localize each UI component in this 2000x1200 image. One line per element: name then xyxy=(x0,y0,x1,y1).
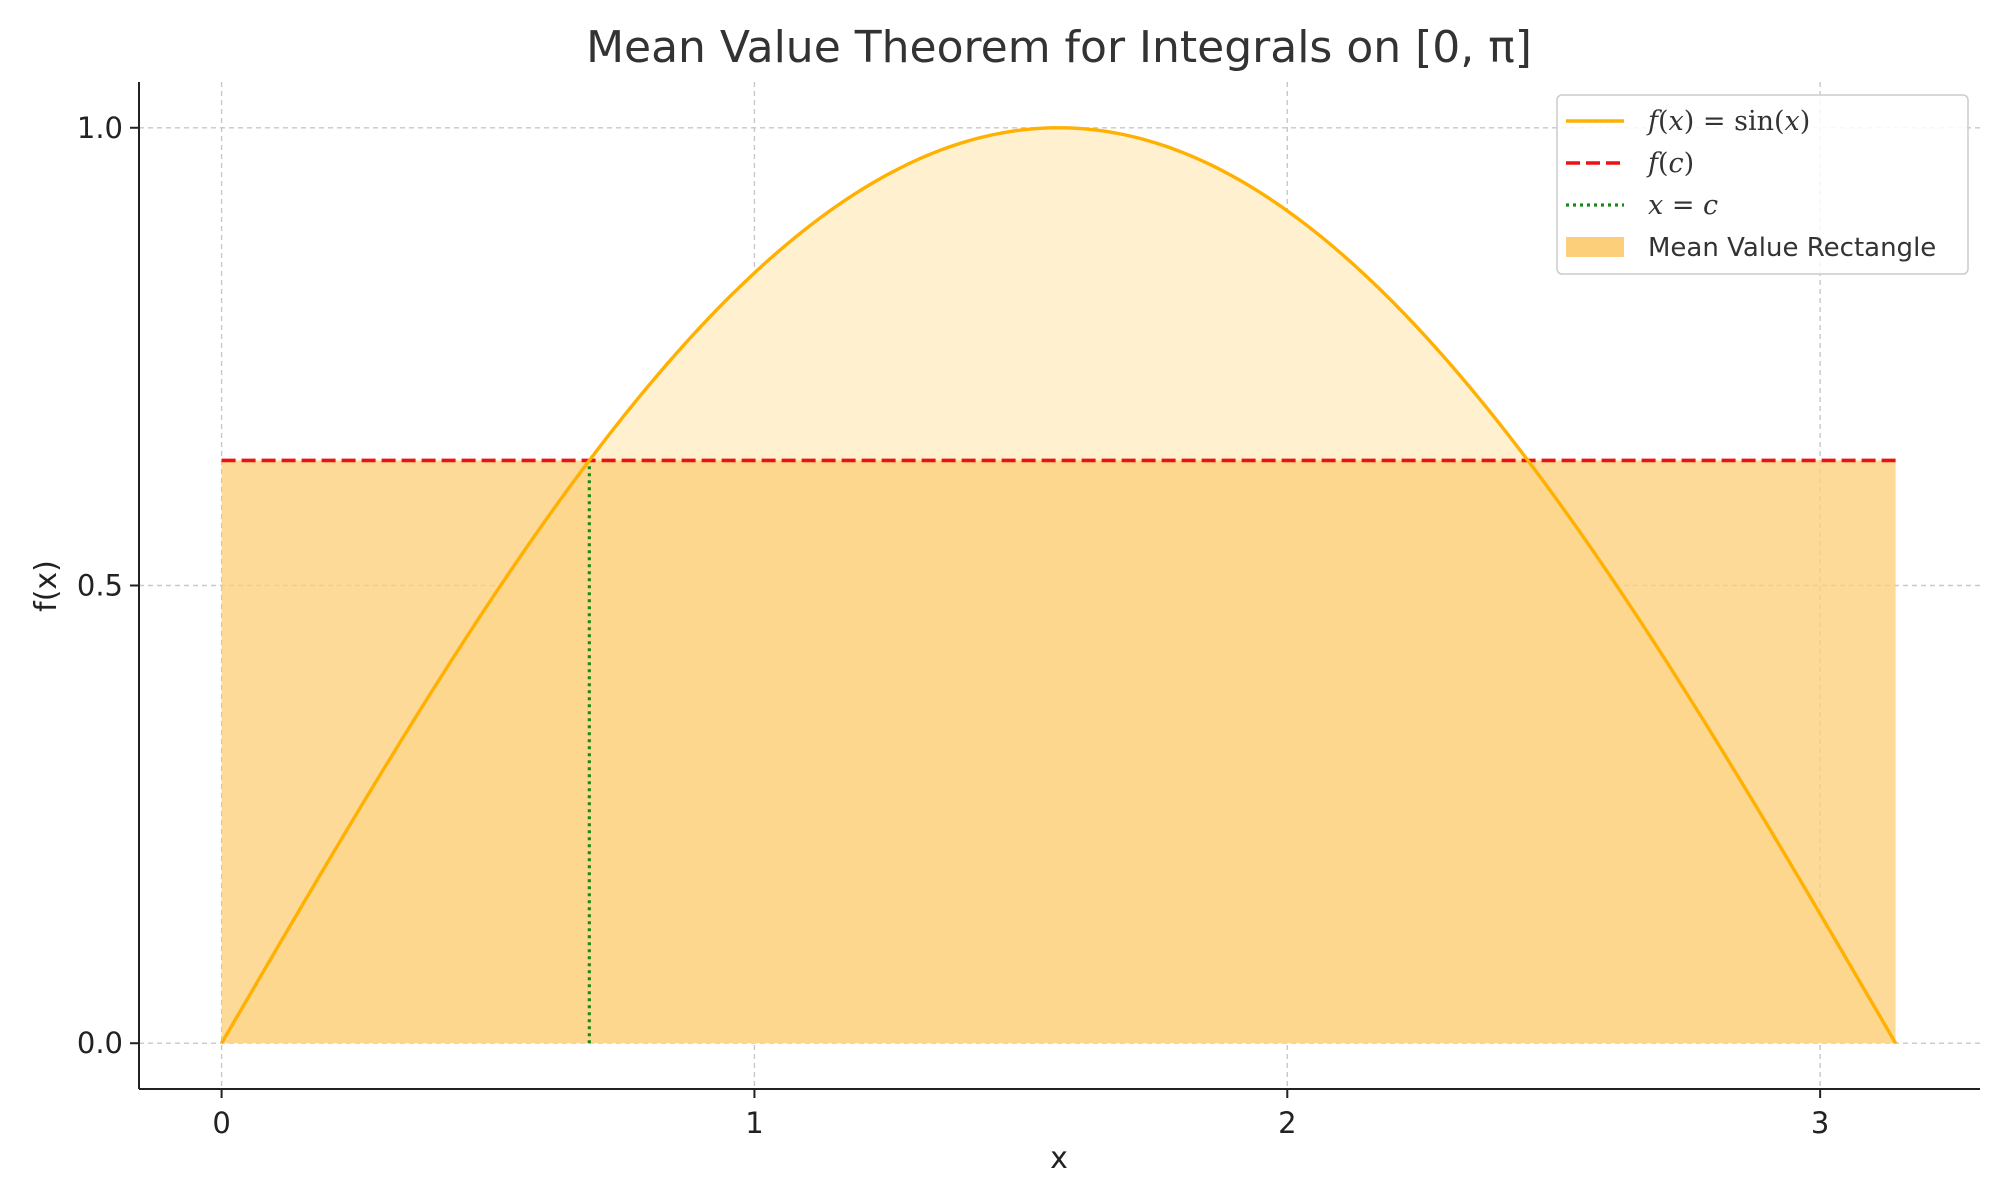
x-tick-label: 0 xyxy=(212,1106,230,1140)
plot-area xyxy=(139,82,1980,1089)
x-tick-label: 3 xyxy=(1811,1106,1829,1140)
x-axis-label: x xyxy=(1050,1141,1068,1176)
y-tick-label: 0.0 xyxy=(77,1026,123,1060)
x-tick-label: 2 xyxy=(1278,1106,1296,1140)
legend-label: f(x) = sin(x) xyxy=(1646,106,1810,137)
y-tick-label: 1.0 xyxy=(77,111,123,145)
x-tick-label: 1 xyxy=(745,1106,763,1140)
legend-label: Mean Value Rectangle xyxy=(1648,233,1936,263)
legend-label: f(c) xyxy=(1646,148,1694,179)
mean-value-rectangle xyxy=(221,460,1896,1044)
y-ticks: 0.0 0.5 1.0 xyxy=(77,111,139,1060)
legend: f(x) = sin(x) f(c) x = c Mean Value Rectang… xyxy=(1556,94,1969,275)
chart-title: Mean Value Theorem for Integrals on [0, … xyxy=(586,22,1532,73)
legend-label: x = c xyxy=(1648,190,1718,221)
sin-curve xyxy=(220,126,1898,1045)
y-axis-label: f(x) xyxy=(29,560,64,612)
legend-handle-rect xyxy=(1566,237,1624,257)
y-tick-label: 0.5 xyxy=(77,569,123,603)
axes: 0 1 2 3 0.0 0.5 1.0 xyxy=(77,82,1980,1140)
x-ticks: 0 1 2 3 xyxy=(212,1089,1829,1140)
legend-box xyxy=(1556,94,1969,275)
